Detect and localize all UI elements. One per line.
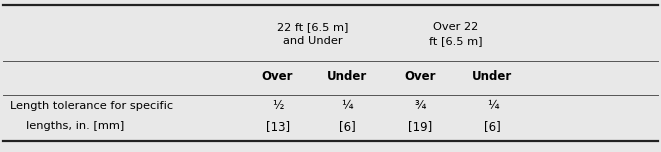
Text: [6]: [6]: [484, 120, 501, 133]
Text: ¼: ¼: [341, 99, 353, 112]
Text: [6]: [6]: [338, 120, 356, 133]
Text: Over 22
ft [6.5 m]: Over 22 ft [6.5 m]: [430, 22, 483, 46]
Text: lengths, in. [mm]: lengths, in. [mm]: [26, 121, 125, 131]
Text: ½: ½: [272, 99, 284, 112]
Text: [13]: [13]: [266, 120, 290, 133]
Text: ¼: ¼: [486, 99, 498, 112]
Text: Length tolerance for specific: Length tolerance for specific: [10, 101, 173, 111]
Text: ¾: ¾: [414, 99, 426, 112]
Text: Over: Over: [262, 70, 293, 83]
Text: 22 ft [6.5 m]
and Under: 22 ft [6.5 m] and Under: [277, 22, 348, 46]
Text: Under: Under: [327, 70, 367, 83]
Text: Under: Under: [473, 70, 512, 83]
Text: Over: Over: [404, 70, 436, 83]
Text: [19]: [19]: [408, 120, 432, 133]
